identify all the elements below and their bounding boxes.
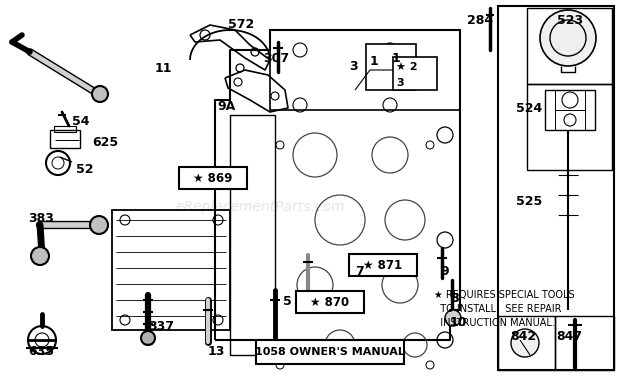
Bar: [296, 291, 364, 313]
Bar: [555, 316, 614, 370]
Text: 1058 OWNER'S MANUAL: 1058 OWNER'S MANUAL: [255, 347, 405, 357]
Bar: [498, 316, 555, 370]
Text: ★ 2: ★ 2: [396, 62, 418, 72]
Text: 1: 1: [392, 52, 401, 65]
Text: 9A: 9A: [217, 100, 235, 113]
Bar: [527, 84, 612, 170]
Text: 525: 525: [516, 195, 542, 208]
Text: 3: 3: [396, 78, 404, 88]
Bar: [50, 130, 80, 148]
Text: 3: 3: [349, 60, 358, 73]
Bar: [256, 340, 404, 364]
Bar: [545, 90, 595, 130]
Bar: [230, 115, 275, 355]
Text: 8: 8: [450, 292, 459, 305]
Bar: [393, 57, 437, 90]
Text: 284: 284: [467, 14, 493, 27]
Circle shape: [445, 310, 461, 326]
Text: ★ 869: ★ 869: [193, 171, 232, 185]
Circle shape: [31, 247, 49, 265]
Text: 842: 842: [510, 330, 536, 343]
Text: eReplacementParts.com: eReplacementParts.com: [175, 200, 345, 214]
Circle shape: [141, 331, 155, 345]
Text: 383: 383: [28, 212, 54, 225]
Circle shape: [511, 329, 539, 357]
Bar: [270, 30, 460, 110]
Text: 847: 847: [556, 330, 582, 343]
Bar: [54, 126, 76, 132]
Text: 52: 52: [76, 163, 94, 176]
Text: 635: 635: [28, 345, 54, 358]
Text: 572: 572: [228, 18, 254, 31]
Text: 523: 523: [557, 14, 583, 27]
Text: 11: 11: [155, 62, 172, 75]
Text: 307: 307: [263, 52, 289, 65]
Bar: [366, 44, 416, 90]
Text: 54: 54: [72, 115, 89, 128]
Text: 625: 625: [92, 136, 118, 149]
Text: 9: 9: [440, 265, 449, 278]
Bar: [527, 8, 612, 84]
Text: 10: 10: [450, 316, 467, 329]
Circle shape: [540, 10, 596, 66]
Text: ★ REQUIRES SPECIAL TOOLS
  TO INSTALL.  SEE REPAIR
  INSTRUCTION MANUAL.: ★ REQUIRES SPECIAL TOOLS TO INSTALL. SEE…: [434, 290, 575, 328]
Text: 337: 337: [148, 320, 174, 333]
Bar: [498, 6, 614, 370]
Bar: [349, 254, 417, 276]
Bar: [179, 167, 247, 189]
Text: 13: 13: [208, 345, 226, 358]
Text: 5: 5: [283, 295, 292, 308]
Text: ★ 871: ★ 871: [363, 259, 402, 271]
Text: 7: 7: [355, 265, 364, 278]
Bar: [112, 210, 230, 330]
Text: 1: 1: [370, 55, 379, 68]
Circle shape: [90, 216, 108, 234]
Text: 524: 524: [516, 102, 542, 115]
Circle shape: [92, 86, 108, 102]
Text: ★ 870: ★ 870: [311, 296, 350, 308]
